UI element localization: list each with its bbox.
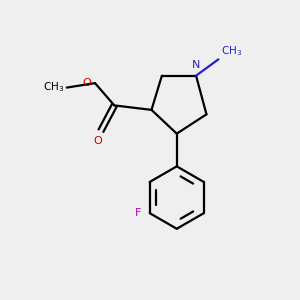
Text: F: F xyxy=(134,208,141,218)
Text: N: N xyxy=(192,60,200,70)
Text: CH$_3$: CH$_3$ xyxy=(43,81,64,94)
Text: O: O xyxy=(83,77,92,88)
Text: O: O xyxy=(94,136,102,146)
Text: CH$_3$: CH$_3$ xyxy=(221,44,242,58)
